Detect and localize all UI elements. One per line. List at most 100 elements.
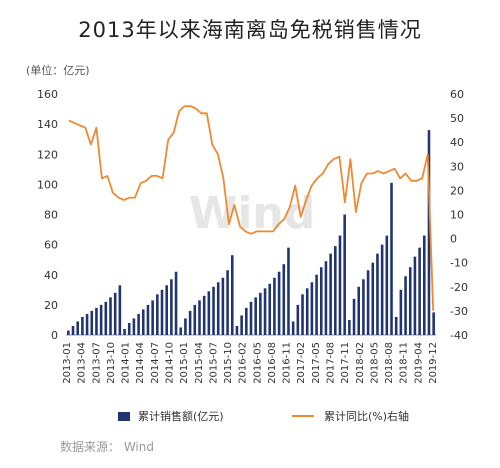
x-tick-label-7: 2014-10 — [164, 342, 175, 384]
x-tick-label-17: 2017-05 — [311, 342, 322, 384]
bar-10 — [113, 292, 117, 335]
right-tick-label-9: 50 — [450, 112, 464, 125]
yoy-line — [68, 105, 435, 311]
left-tick-label-5: 100 — [37, 178, 58, 191]
bar-21 — [165, 285, 168, 335]
x-tick-label-4: 2014-01 — [121, 342, 132, 384]
x-tick-label-5: 2014-04 — [135, 342, 146, 384]
bar-67 — [380, 244, 384, 335]
bar-28 — [198, 300, 201, 335]
bar-40 — [254, 297, 257, 335]
left-tick-label-4: 80 — [44, 209, 58, 222]
bar-24 — [179, 327, 183, 335]
x-tick-label-21: 2018-05 — [369, 342, 380, 384]
bar-59 — [343, 214, 346, 335]
bar-45 — [277, 271, 281, 335]
unit-label: (单位：亿元) — [26, 64, 90, 77]
x-tick-label-16: 2017-02 — [296, 342, 307, 384]
bar-15 — [137, 313, 140, 335]
bar-13 — [127, 322, 131, 335]
left-tick-label-6: 120 — [37, 148, 58, 161]
bar-53 — [315, 274, 318, 335]
legend-line-item: 累计同比(%)右轴 — [292, 408, 409, 424]
bar-2 — [76, 321, 79, 335]
bar-35 — [230, 255, 234, 335]
x-tick-label-6: 2014-07 — [150, 342, 161, 384]
x-tick-label-10: 2015-07 — [208, 342, 219, 384]
bar-27 — [193, 304, 197, 335]
x-tick-label-19: 2017-11 — [340, 342, 351, 384]
bar-57 — [334, 246, 337, 335]
bar-73 — [408, 267, 412, 335]
bar-74 — [413, 256, 417, 335]
x-tick-label-0: 2013-01 — [62, 342, 73, 384]
bar-47 — [287, 247, 290, 335]
bar-20 — [160, 289, 164, 335]
x-tick-label-23: 2018-11 — [399, 342, 410, 384]
bar-46 — [282, 264, 286, 335]
bar-32 — [216, 282, 220, 335]
bar-0 — [67, 330, 70, 335]
x-tick-label-1: 2013-04 — [77, 342, 88, 384]
bar-50 — [301, 294, 304, 335]
bar-76 — [423, 235, 426, 335]
bar-48 — [291, 321, 295, 335]
bar-54 — [319, 267, 323, 335]
bar-33 — [221, 277, 225, 335]
x-tick-label-22: 2018-08 — [384, 342, 395, 384]
bar-3 — [81, 316, 84, 335]
right-tick-label-2: -20 — [450, 281, 468, 294]
x-tick-label-13: 2016-05 — [252, 342, 263, 384]
x-tick-label-18: 2017-08 — [326, 342, 337, 384]
x-tick-label-14: 2016-08 — [267, 342, 278, 384]
bar-69 — [390, 182, 393, 335]
x-tick-label-3: 2013-10 — [106, 342, 117, 384]
x-tick-label-15: 2016-11 — [282, 342, 293, 384]
bar-44 — [273, 277, 276, 335]
bar-8 — [104, 301, 108, 335]
x-tick-label-20: 2018-02 — [355, 342, 366, 384]
x-tick-label-25: 2019-12 — [428, 342, 439, 384]
left-tick-label-3: 60 — [44, 239, 58, 252]
bar-49 — [296, 304, 300, 335]
bar-58 — [338, 235, 342, 335]
right-tick-label-8: 40 — [450, 136, 464, 149]
right-tick-label-3: -10 — [450, 257, 468, 270]
legend-bar-swatch — [118, 411, 130, 421]
bar-62 — [357, 286, 361, 335]
bar-6 — [95, 307, 98, 335]
bar-63 — [362, 279, 365, 335]
bar-9 — [109, 297, 112, 335]
bar-52 — [310, 282, 314, 335]
bar-71 — [399, 289, 403, 335]
bar-17 — [146, 304, 150, 335]
x-tick-label-11: 2015-10 — [223, 342, 234, 384]
bar-30 — [207, 291, 211, 335]
bar-66 — [376, 253, 379, 335]
legend-bar-label: 累计销售额(亿元) — [138, 410, 224, 423]
bar-37 — [240, 315, 243, 335]
bar-25 — [184, 318, 187, 335]
bar-18 — [151, 300, 154, 335]
bar-43 — [268, 283, 272, 335]
bar-7 — [99, 304, 103, 335]
right-tick-label-0: -40 — [450, 329, 468, 342]
bar-72 — [404, 276, 407, 335]
bar-22 — [170, 279, 173, 335]
bar-70 — [394, 316, 398, 335]
bar-4 — [85, 313, 89, 335]
legend-line-label: 累计同比(%)右轴 — [324, 410, 410, 423]
source-note: 数据来源： Wind — [60, 440, 154, 454]
right-tick-label-5: 10 — [450, 209, 464, 222]
bar-65 — [371, 262, 375, 335]
bar-16 — [141, 309, 145, 335]
bar-23 — [174, 271, 178, 335]
left-tick-label-8: 160 — [37, 88, 58, 101]
x-tick-label-2: 2013-07 — [91, 342, 102, 384]
chart-title: 2013年以来海南离岛免税销售情况 — [78, 18, 422, 42]
bar-78 — [432, 312, 435, 335]
bar-12 — [123, 328, 126, 335]
bar-19 — [156, 294, 159, 335]
bar-64 — [366, 270, 370, 335]
